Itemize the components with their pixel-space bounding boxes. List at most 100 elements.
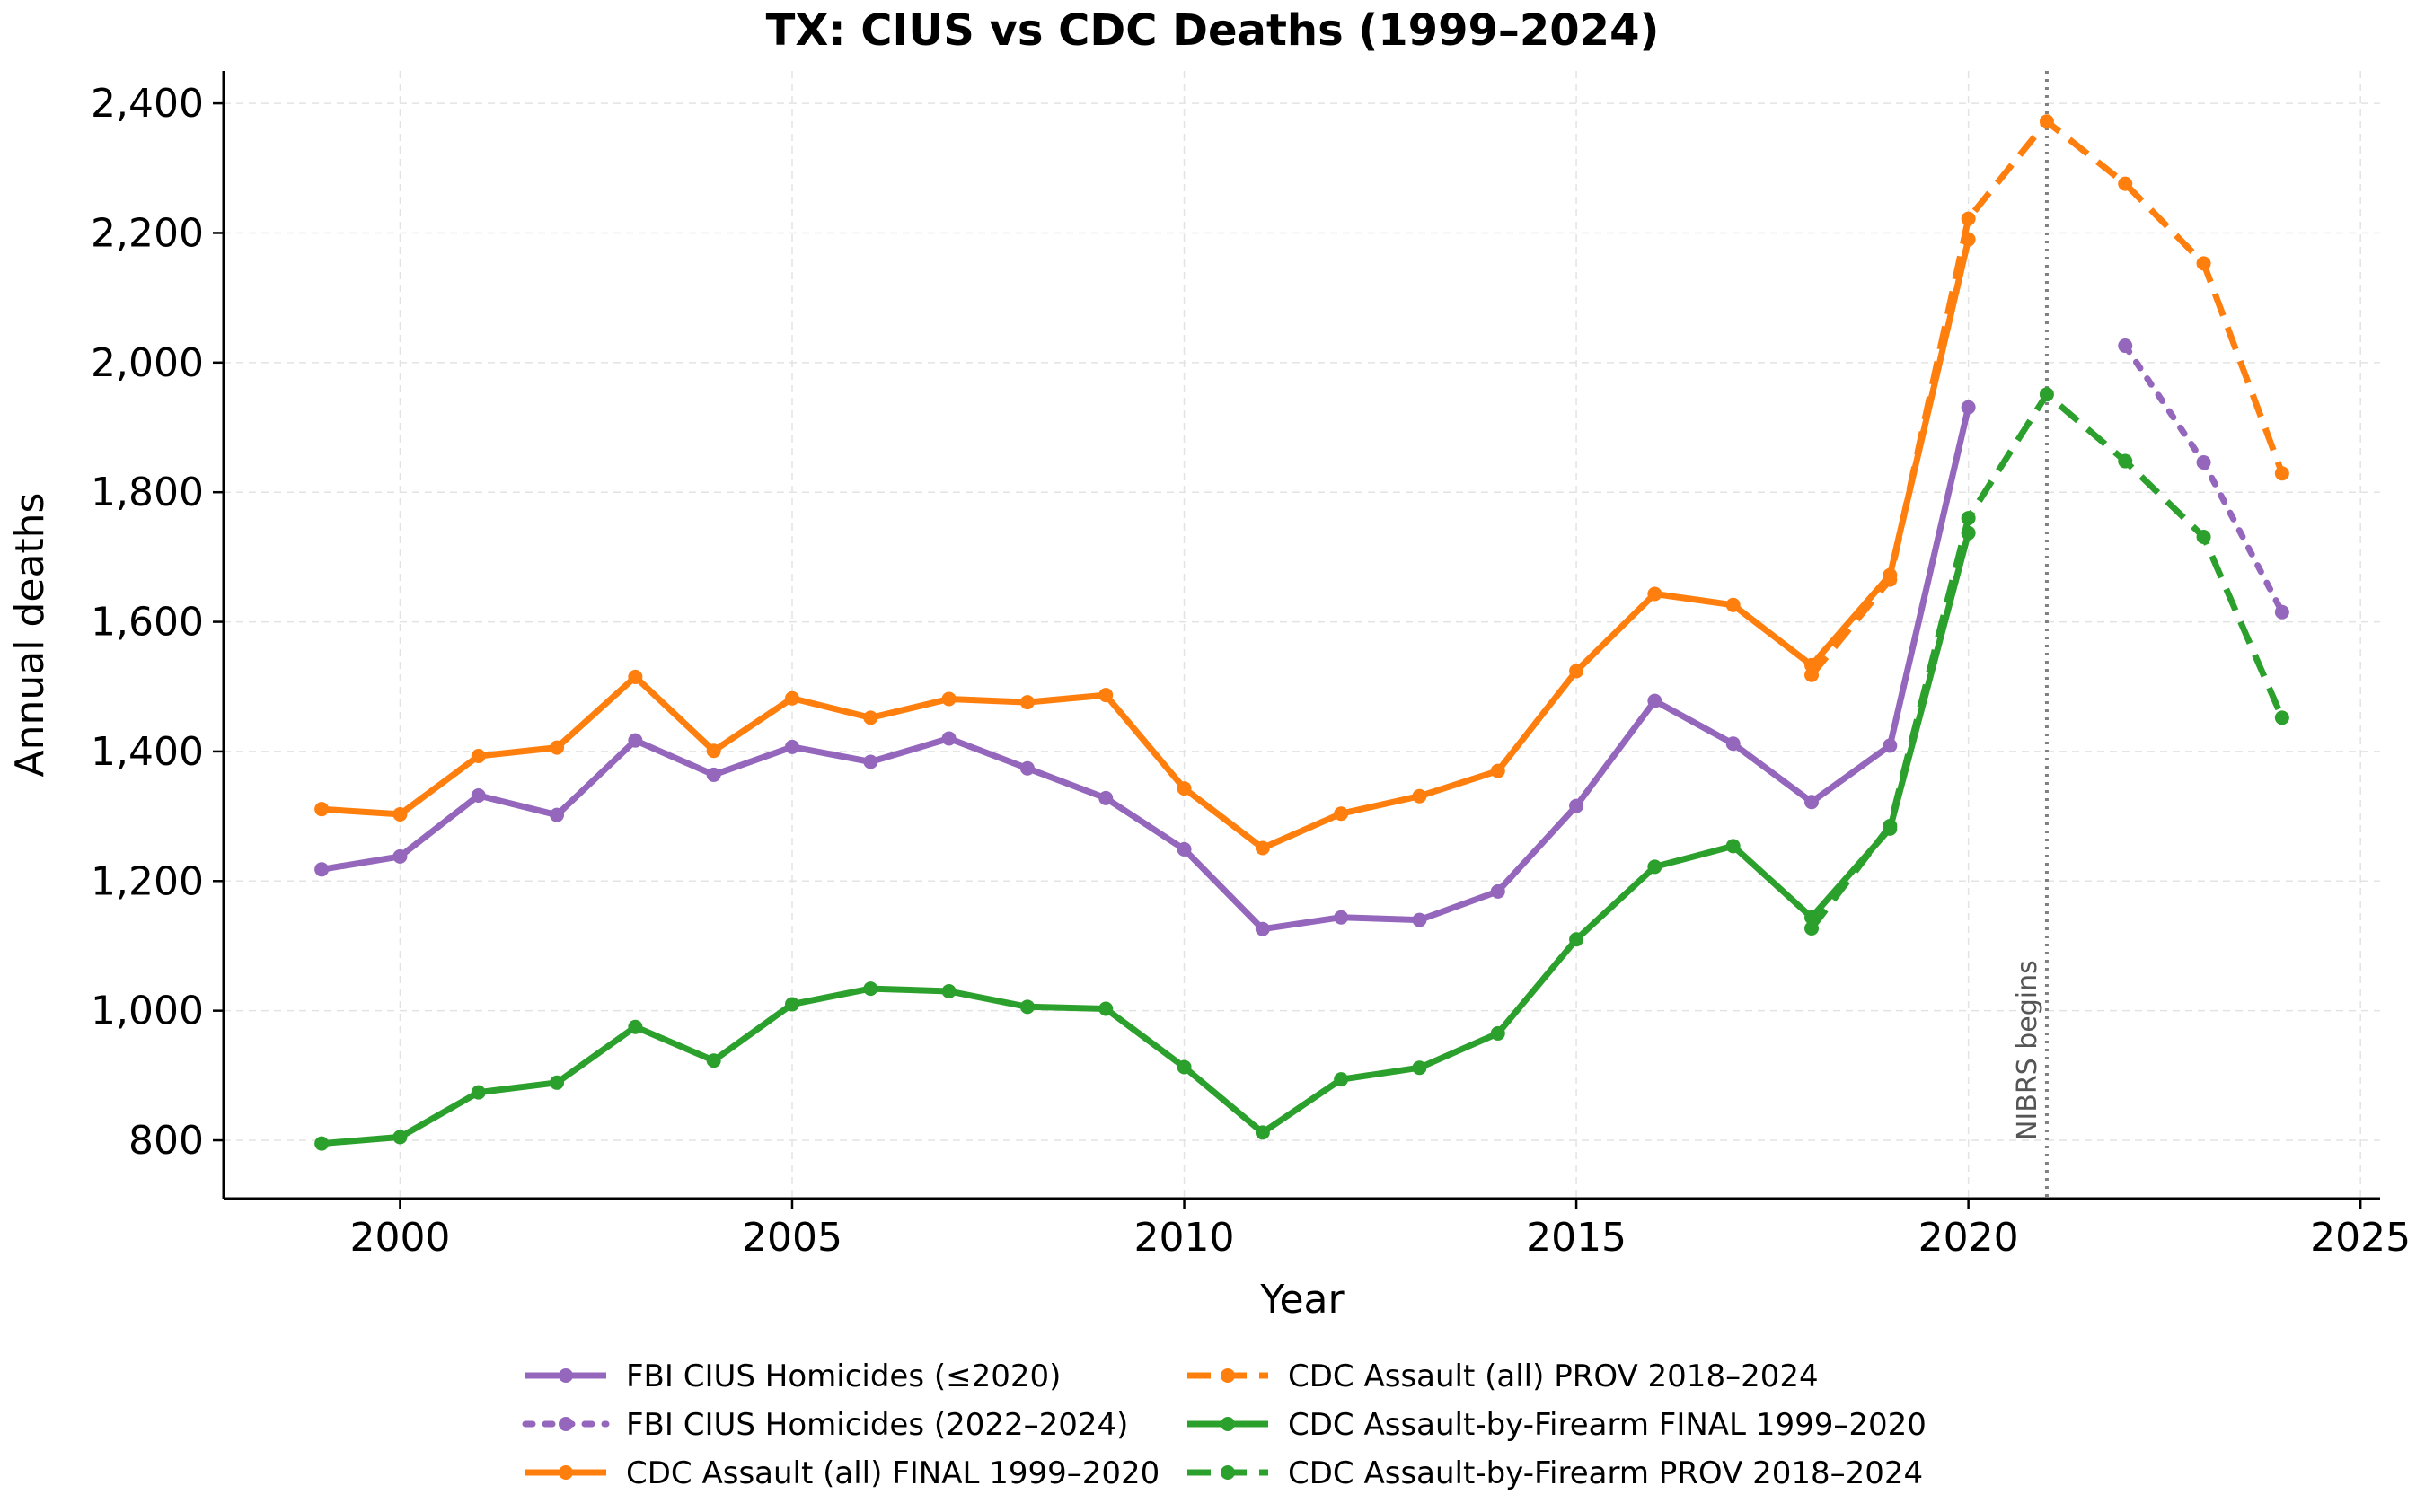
series-line bbox=[321, 406, 1972, 933]
data-point bbox=[1647, 859, 1662, 875]
data-point bbox=[1019, 999, 1035, 1015]
data-point bbox=[1725, 736, 1741, 752]
data-point bbox=[1804, 795, 1820, 810]
data-point bbox=[314, 862, 330, 877]
y-tick-label: 1,400 bbox=[91, 729, 204, 775]
legend-item: FBI CIUS Homicides (2022–2024) bbox=[522, 1407, 1128, 1443]
data-point bbox=[1177, 781, 1192, 796]
y-ticks: 800 1,000 1,200 1,400 1,600 1,800 2,000 2,200 2,… bbox=[91, 81, 224, 1164]
y-tick-label: 2,200 bbox=[91, 210, 204, 256]
data-point bbox=[1177, 1059, 1192, 1075]
x-tick-label: 2020 bbox=[1918, 1215, 2019, 1261]
data-point bbox=[2196, 256, 2211, 271]
x-ticks: 2000 2005 2010 2015 2020 2025 bbox=[349, 1199, 2411, 1261]
x-tick-label: 2025 bbox=[2310, 1215, 2411, 1261]
series-5 bbox=[1804, 387, 2289, 936]
data-point bbox=[2039, 114, 2054, 129]
data-point bbox=[628, 669, 643, 684]
legend-item: CDC Assault (all) FINAL 1999–2020 bbox=[525, 1455, 1160, 1491]
data-point bbox=[1569, 664, 1584, 679]
data-point bbox=[392, 848, 408, 864]
series-1 bbox=[2118, 338, 2289, 620]
data-point bbox=[1804, 920, 1820, 936]
data-point bbox=[1098, 1001, 1114, 1016]
data-point bbox=[1490, 883, 1505, 899]
data-point bbox=[941, 731, 957, 746]
annotation: NIBRS begins bbox=[2012, 71, 2049, 1199]
series-line bbox=[321, 238, 1972, 851]
data-point bbox=[784, 739, 799, 754]
data-point bbox=[863, 754, 878, 769]
legend-marker bbox=[559, 1417, 573, 1431]
legend-marker bbox=[1221, 1417, 1235, 1431]
legend-item: FBI CIUS Homicides (≤2020) bbox=[525, 1358, 1061, 1394]
data-point bbox=[1883, 818, 1898, 833]
data-point bbox=[628, 1019, 643, 1034]
data-point bbox=[628, 733, 643, 748]
legend-label: FBI CIUS Homicides (2022–2024) bbox=[626, 1407, 1128, 1443]
y-tick-label: 1,600 bbox=[91, 600, 204, 646]
series-line bbox=[2121, 342, 2286, 616]
legend-item: CDC Assault-by-Firearm PROV 2018–2024 bbox=[1187, 1455, 1923, 1491]
legend-marker bbox=[1221, 1368, 1235, 1383]
data-point bbox=[2274, 466, 2289, 481]
data-point bbox=[941, 691, 957, 707]
data-point bbox=[392, 1130, 408, 1145]
legend-marker bbox=[1221, 1465, 1235, 1480]
data-point bbox=[1883, 738, 1898, 753]
data-point bbox=[863, 981, 878, 997]
data-point bbox=[550, 807, 565, 822]
data-point bbox=[2118, 176, 2133, 191]
nibrs-label: NIBRS begins bbox=[2012, 960, 2043, 1140]
legend-marker bbox=[559, 1465, 573, 1480]
data-point bbox=[1098, 790, 1114, 805]
x-tick-label: 2015 bbox=[1526, 1215, 1627, 1261]
data-point bbox=[1412, 912, 1427, 927]
data-point bbox=[706, 767, 721, 782]
series-line bbox=[321, 532, 1971, 1147]
y-axis-label: Annual deaths bbox=[7, 493, 53, 778]
data-point bbox=[1569, 932, 1584, 947]
y-tick-label: 2,000 bbox=[91, 340, 204, 386]
data-point bbox=[1725, 597, 1741, 612]
data-point bbox=[314, 1136, 330, 1151]
data-point bbox=[1019, 760, 1035, 776]
chart-title: TX: CIUS vs CDC Deaths (1999–2024) bbox=[766, 5, 1660, 56]
data-point bbox=[1412, 788, 1427, 804]
legend-label: CDC Assault-by-Firearm FINAL 1999–2020 bbox=[1288, 1407, 1927, 1443]
data-point bbox=[1255, 921, 1270, 936]
y-tick-label: 1,800 bbox=[91, 470, 204, 515]
series bbox=[314, 114, 2289, 1151]
grid bbox=[224, 71, 2380, 1199]
axes bbox=[222, 71, 2380, 1200]
data-point bbox=[1804, 667, 1820, 682]
x-tick-label: 2010 bbox=[1134, 1215, 1235, 1261]
data-point bbox=[2039, 387, 2054, 402]
data-point bbox=[2196, 530, 2211, 545]
data-point bbox=[550, 1075, 565, 1090]
data-point bbox=[2196, 454, 2211, 470]
legend-label: CDC Assault (all) FINAL 1999–2020 bbox=[626, 1455, 1160, 1491]
data-point bbox=[1569, 798, 1584, 813]
legend-label: CDC Assault (all) PROV 2018–2024 bbox=[1288, 1358, 1819, 1394]
data-point bbox=[1334, 1072, 1349, 1087]
data-point bbox=[784, 997, 799, 1012]
data-point bbox=[1961, 400, 1976, 415]
data-point bbox=[550, 740, 565, 755]
data-point bbox=[706, 743, 721, 759]
data-point bbox=[2274, 604, 2289, 620]
data-point bbox=[1098, 688, 1114, 703]
data-point bbox=[471, 1085, 486, 1100]
data-point bbox=[1255, 1125, 1270, 1140]
data-point bbox=[1490, 763, 1505, 778]
data-point bbox=[941, 984, 957, 999]
data-point bbox=[1883, 572, 1898, 587]
data-point bbox=[1412, 1060, 1427, 1076]
data-point bbox=[1961, 511, 1976, 526]
data-point bbox=[2118, 453, 2133, 469]
data-point bbox=[1647, 586, 1662, 602]
data-point bbox=[392, 806, 408, 822]
data-point bbox=[784, 690, 799, 706]
